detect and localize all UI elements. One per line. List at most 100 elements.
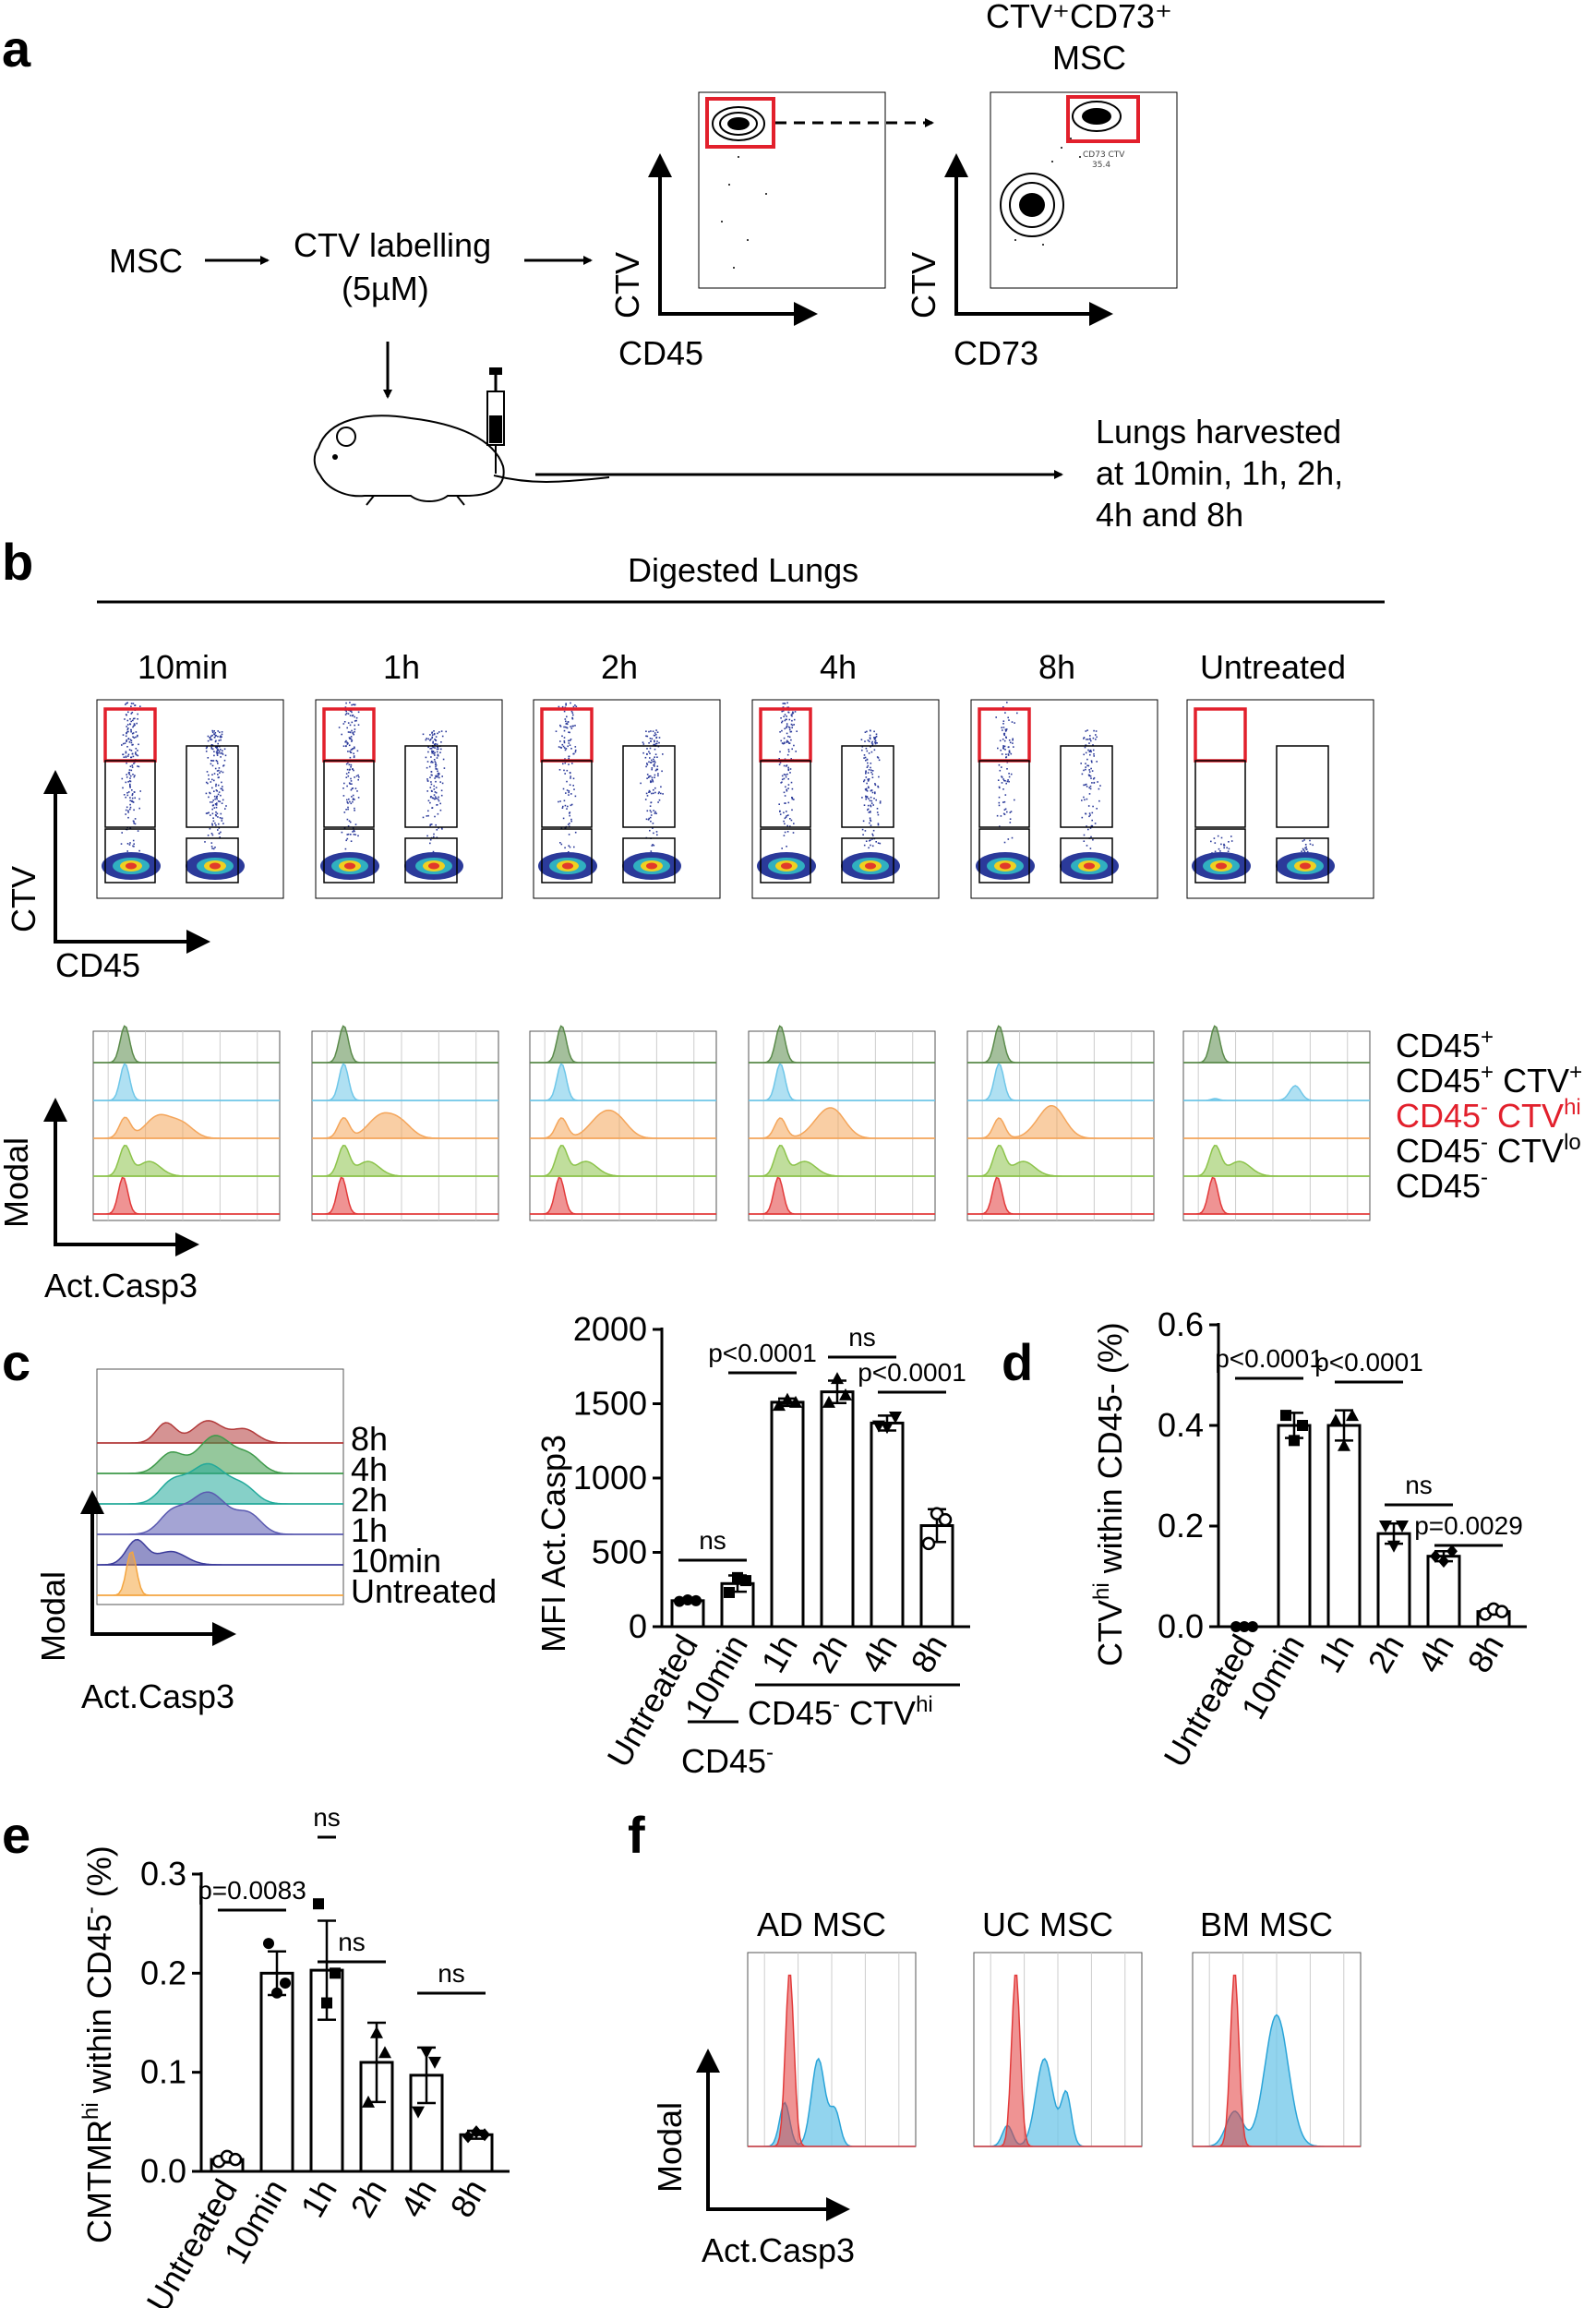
event-dot: [1087, 774, 1090, 776]
event-dot: [224, 808, 226, 810]
event-dot: [131, 789, 133, 791]
event-dot: [435, 762, 437, 764]
event-dot: [430, 771, 433, 773]
plot1-xlabel: CD45: [618, 334, 703, 372]
event-dot: [126, 739, 127, 741]
event-dot: [220, 756, 222, 758]
event-dot: [437, 754, 439, 757]
event-dot: [352, 831, 354, 833]
syringe-icon: [486, 367, 505, 474]
event-dot: [1304, 847, 1306, 849]
hist-curve: [93, 1063, 280, 1101]
timepoint-label: 4h: [820, 648, 857, 686]
event-dot: [781, 720, 784, 723]
event-dot: [207, 735, 210, 738]
event-dot: [347, 713, 350, 715]
event-dot: [1001, 766, 1002, 768]
event-dot: [782, 742, 785, 745]
hist-curve: [312, 1176, 498, 1215]
event-dot: [790, 739, 792, 741]
event-dot: [349, 751, 351, 752]
event-dot: [222, 789, 224, 791]
event-dot: [125, 755, 127, 758]
event-dot: [127, 791, 130, 793]
event-dot: [1081, 816, 1084, 819]
event-dot: [786, 846, 787, 847]
event-dot: [427, 814, 429, 817]
histogram-stack-4: [966, 1025, 1155, 1221]
event-dot: [1303, 839, 1305, 841]
event-dot: [867, 739, 870, 741]
event-dot: [351, 748, 354, 751]
event-dot: [346, 837, 349, 840]
event-dot: [1096, 761, 1098, 763]
data-point: [889, 1411, 902, 1424]
event-dot: [125, 813, 126, 815]
hist-curve: [530, 1145, 716, 1177]
event-dot: [571, 763, 573, 764]
event-dot: [1096, 736, 1098, 739]
event-dot: [570, 818, 572, 821]
event-dot: [1002, 812, 1005, 815]
event-dot: [646, 735, 649, 738]
event-dot: [205, 812, 208, 814]
event-dot: [867, 780, 870, 782]
event-dot: [220, 752, 222, 754]
event-dot: [649, 790, 651, 793]
event-dot: [652, 780, 654, 783]
event-dot: [348, 744, 351, 747]
event-dot: [1214, 842, 1217, 844]
event-dot: [1086, 764, 1088, 767]
event-dot: [435, 743, 437, 745]
event-dot: [649, 829, 651, 832]
event-dot: [784, 823, 786, 825]
dot-plot-1: [315, 699, 503, 899]
cd45pos-gate: [622, 837, 676, 884]
event-dot: [870, 820, 872, 822]
event-dot: [122, 787, 124, 789]
ctvlo-gate: [978, 760, 1030, 828]
event-dot: [443, 767, 446, 769]
data-point: [321, 1997, 332, 2009]
event-dot: [128, 780, 131, 782]
event-dot: [563, 799, 566, 802]
event-dot: [351, 783, 353, 785]
event-dot: [211, 847, 213, 849]
event-dot: [350, 802, 353, 805]
timepoint-label: 8h: [1038, 648, 1075, 686]
event-dot: [342, 745, 345, 747]
population-core: [1216, 862, 1227, 870]
event-dot: [559, 726, 562, 727]
event-dot: [342, 787, 344, 789]
event-dot: [431, 734, 434, 736]
event-dot: [426, 835, 428, 837]
event-dot: [866, 730, 868, 733]
event-dot: [652, 730, 654, 732]
bar: [459, 2133, 494, 2173]
event-dot: [427, 738, 429, 740]
event-dot: [345, 809, 347, 811]
event-dot: [128, 773, 131, 775]
event-dot: [655, 729, 657, 731]
event-dot: [437, 798, 439, 800]
event-dot: [1098, 787, 1100, 790]
event-dot: [126, 726, 127, 727]
b-hist-ylabel: Modal: [0, 1137, 35, 1228]
event-dot: [125, 756, 127, 758]
cd45neg-gate: [978, 828, 1030, 884]
event-dot: [783, 791, 786, 794]
event-dot: [870, 746, 871, 748]
population-core: [781, 862, 792, 870]
significance-label: p<0.0001: [708, 1339, 817, 1367]
event-dot: [867, 786, 870, 788]
event-dot: [642, 751, 644, 754]
event-dot: [131, 794, 134, 797]
hist-curve: [312, 1145, 498, 1177]
event-dot: [132, 820, 135, 823]
event-dot: [559, 842, 561, 844]
event-dot: [210, 748, 213, 750]
event-dot: [791, 724, 794, 727]
event-dot: [863, 780, 865, 783]
event-dot: [358, 775, 360, 778]
event-dot: [222, 764, 225, 766]
